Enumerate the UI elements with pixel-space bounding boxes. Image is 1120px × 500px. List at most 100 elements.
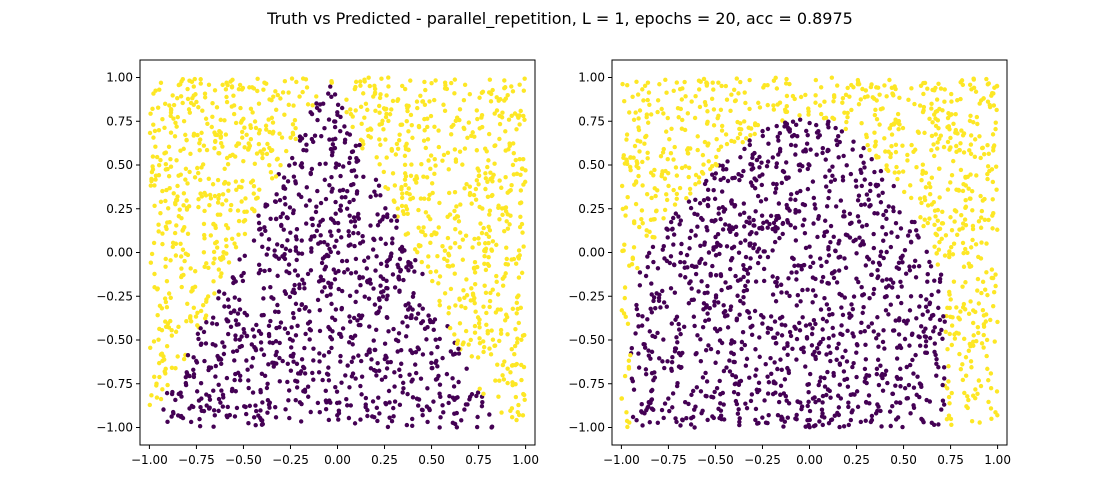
truth-point-class-1 — [386, 84, 391, 89]
predicted-point-class-1 — [970, 208, 975, 213]
predicted-point-class-0 — [861, 145, 866, 151]
predicted-point-class-1 — [937, 136, 942, 142]
predicted-point-class-0 — [840, 354, 845, 360]
predicted-point-class-0 — [819, 263, 824, 269]
truth-point-class-0 — [357, 142, 362, 148]
truth-point-class-1 — [476, 168, 481, 173]
predicted-point-class-0 — [766, 380, 772, 385]
predicted-point-class-0 — [847, 311, 852, 316]
truth-point-class-1 — [426, 158, 431, 163]
predicted-point-class-0 — [794, 277, 799, 282]
predicted-point-class-0 — [684, 252, 690, 258]
truth-point-class-1 — [153, 173, 159, 178]
truth-point-class-0 — [261, 296, 266, 301]
truth-point-class-1 — [462, 295, 467, 301]
predicted-point-class-1 — [984, 270, 989, 275]
truth-point-class-0 — [322, 267, 327, 272]
truth-point-class-0 — [383, 353, 388, 358]
truth-point-class-1 — [273, 174, 279, 179]
predicted-point-class-1 — [896, 170, 902, 175]
truth-point-class-0 — [318, 240, 323, 245]
predicted-point-class-0 — [884, 216, 889, 222]
predicted-point-class-1 — [985, 99, 991, 104]
truth-point-class-1 — [509, 113, 514, 119]
predicted-point-class-0 — [869, 321, 875, 326]
predicted-point-class-1 — [685, 151, 691, 156]
predicted-point-class-0 — [925, 272, 930, 277]
truth-point-class-1 — [489, 328, 494, 333]
truth-point-class-1 — [521, 392, 527, 398]
predicted-point-class-1 — [752, 121, 758, 126]
truth-point-class-1 — [425, 137, 431, 142]
truth-point-class-0 — [387, 400, 392, 405]
truth-point-class-1 — [178, 241, 183, 246]
truth-point-class-0 — [309, 216, 314, 221]
truth-point-class-0 — [416, 403, 421, 408]
truth-point-class-0 — [313, 209, 319, 215]
predicted-point-class-0 — [673, 211, 679, 216]
predicted-point-class-1 — [624, 410, 629, 415]
predicted-point-class-0 — [785, 218, 790, 223]
truth-point-class-0 — [395, 349, 400, 354]
predicted-point-class-1 — [884, 94, 889, 99]
truth-point-class-0 — [291, 359, 296, 364]
truth-point-class-0 — [391, 405, 396, 411]
predicted-point-class-0 — [770, 274, 775, 279]
truth-y-tick-label: −0.50 — [96, 333, 133, 347]
truth-point-class-1 — [300, 89, 305, 95]
predicted-point-class-0 — [684, 416, 689, 421]
predicted-point-class-1 — [959, 212, 964, 218]
truth-point-class-0 — [218, 361, 224, 367]
truth-point-class-0 — [328, 400, 333, 405]
predicted-point-class-0 — [858, 202, 864, 208]
truth-point-class-1 — [233, 154, 238, 159]
truth-point-class-0 — [347, 314, 352, 319]
predicted-point-class-0 — [649, 397, 655, 402]
predicted-point-class-1 — [688, 146, 693, 151]
truth-point-class-1 — [472, 236, 477, 242]
truth-point-class-0 — [377, 411, 382, 416]
predicted-point-class-0 — [754, 387, 760, 392]
truth-point-class-1 — [497, 136, 502, 142]
predicted-point-class-0 — [658, 305, 663, 310]
predicted-point-class-0 — [919, 416, 924, 422]
truth-point-class-1 — [501, 377, 507, 382]
truth-point-class-1 — [416, 225, 421, 230]
predicted-point-class-1 — [840, 96, 846, 101]
truth-point-class-1 — [191, 84, 196, 89]
predicted-point-class-1 — [989, 416, 994, 421]
predicted-point-class-1 — [990, 197, 995, 202]
truth-point-class-1 — [408, 78, 413, 83]
truth-point-class-0 — [317, 108, 322, 113]
truth-point-class-1 — [184, 207, 190, 212]
truth-point-class-0 — [319, 260, 325, 266]
predicted-point-class-0 — [813, 399, 818, 405]
predicted-point-class-1 — [935, 140, 940, 145]
truth-point-class-0 — [339, 195, 345, 200]
truth-point-class-0 — [337, 400, 342, 405]
predicted-point-class-1 — [718, 107, 724, 112]
truth-point-class-1 — [241, 158, 246, 164]
predicted-point-class-1 — [679, 97, 685, 102]
predicted-point-class-0 — [927, 335, 933, 341]
predicted-point-class-0 — [893, 383, 898, 388]
predicted-point-class-0 — [775, 134, 780, 140]
predicted-x-tick-label: −0.75 — [650, 453, 687, 467]
predicted-point-class-1 — [625, 195, 630, 200]
truth-point-class-0 — [452, 397, 457, 403]
truth-point-class-1 — [514, 361, 519, 367]
predicted-point-class-1 — [701, 162, 706, 167]
predicted-point-class-0 — [715, 350, 721, 355]
truth-point-class-0 — [267, 400, 273, 405]
truth-point-class-1 — [165, 220, 170, 225]
predicted-point-class-1 — [664, 129, 669, 134]
predicted-point-class-0 — [820, 422, 825, 428]
predicted-point-class-0 — [705, 228, 710, 233]
truth-point-class-1 — [179, 284, 184, 290]
predicted-point-class-1 — [632, 220, 637, 226]
truth-point-class-1 — [485, 179, 490, 185]
predicted-point-class-0 — [931, 329, 936, 334]
truth-point-class-1 — [493, 310, 499, 315]
truth-point-class-0 — [277, 355, 282, 361]
predicted-point-class-1 — [895, 120, 900, 126]
